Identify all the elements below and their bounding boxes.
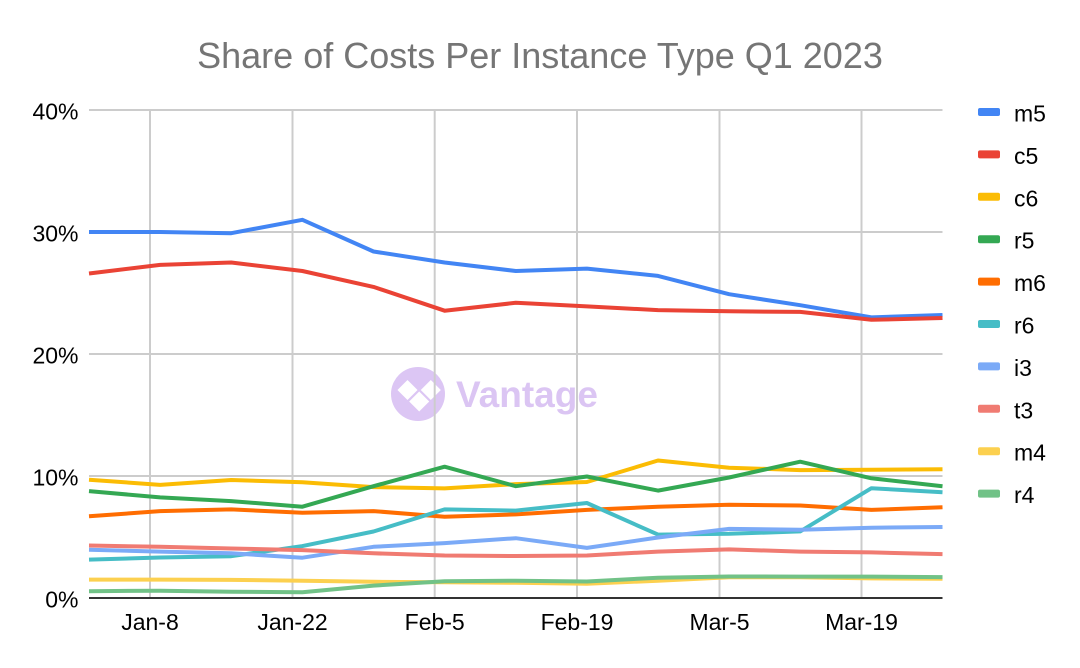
svg-text:Mar-5: Mar-5 <box>689 609 749 635</box>
svg-text:30%: 30% <box>32 221 78 247</box>
svg-text:Vantage: Vantage <box>456 374 598 415</box>
svg-text:t3: t3 <box>1014 397 1033 423</box>
svg-text:Jan-22: Jan-22 <box>257 609 327 635</box>
svg-text:40%: 40% <box>32 99 78 125</box>
svg-text:r4: r4 <box>1014 482 1035 508</box>
svg-text:i3: i3 <box>1014 355 1032 381</box>
svg-text:Share of Costs Per Instance Ty: Share of Costs Per Instance Type Q1 2023 <box>197 35 883 76</box>
svg-text:Feb-19: Feb-19 <box>541 609 614 635</box>
svg-text:m5: m5 <box>1014 101 1046 127</box>
svg-text:Mar-19: Mar-19 <box>825 609 898 635</box>
svg-text:c5: c5 <box>1014 143 1038 169</box>
svg-text:0%: 0% <box>45 587 78 613</box>
svg-text:Feb-5: Feb-5 <box>405 609 465 635</box>
svg-text:r6: r6 <box>1014 313 1034 339</box>
svg-text:c6: c6 <box>1014 185 1038 211</box>
svg-text:m4: m4 <box>1014 440 1046 466</box>
svg-text:r5: r5 <box>1014 228 1034 254</box>
svg-text:20%: 20% <box>32 343 78 369</box>
svg-text:m6: m6 <box>1014 270 1046 296</box>
svg-text:10%: 10% <box>32 465 78 491</box>
svg-text:Jan-8: Jan-8 <box>121 609 179 635</box>
